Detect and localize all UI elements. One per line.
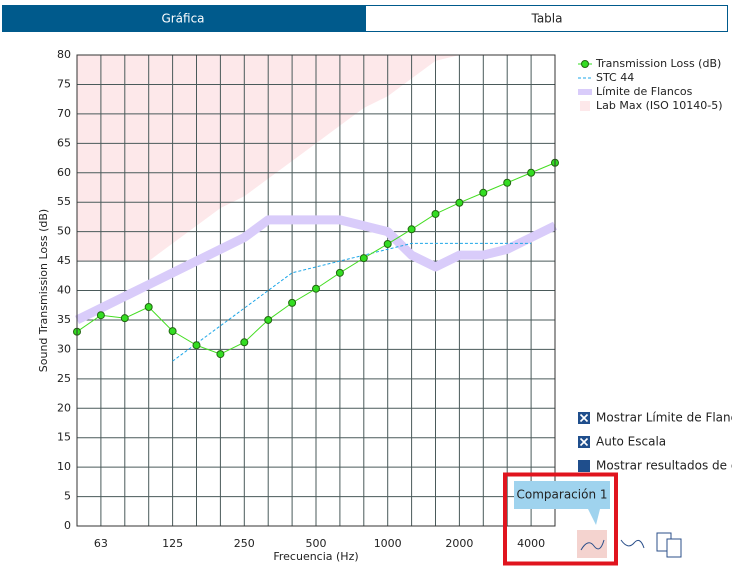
line (172, 242, 532, 362)
option-label[interactable]: Mostrar Límite de Flancos (596, 411, 732, 425)
marker (431, 209, 440, 218)
marker (264, 315, 273, 324)
option-label[interactable]: Mostrar resultados de ca (596, 459, 732, 473)
tooltip (514, 481, 610, 509)
plot-border (76, 54, 556, 527)
checkbox[interactable] (578, 460, 590, 472)
tab-label[interactable]: Tabla (530, 12, 562, 26)
tab-tabla[interactable] (365, 5, 728, 32)
tab-label[interactable]: Gráfica (161, 12, 204, 26)
y-tick-label: 20 (57, 401, 71, 414)
marker (168, 327, 177, 336)
legend-label: Transmission Loss (dB) (595, 57, 721, 70)
marker (312, 284, 320, 293)
y-tick-label: 50 (57, 225, 71, 238)
marker (359, 254, 368, 263)
marker (383, 239, 392, 248)
view-button[interactable] (620, 539, 645, 549)
marker (407, 225, 416, 234)
tooltip-text: Comparación 1 (517, 488, 608, 502)
y-tick-label: 25 (57, 372, 71, 385)
y-tick-label: 15 (57, 431, 71, 444)
option-label[interactable]: Auto Escala (596, 435, 666, 449)
marker (335, 268, 344, 277)
marker (455, 198, 464, 207)
icon (580, 539, 605, 551)
tab-grafica[interactable] (2, 5, 365, 32)
marker (479, 188, 488, 197)
band-line (75, 215, 557, 324)
y-tick-label: 65 (57, 136, 71, 149)
x-tick-label: 500 (306, 537, 327, 550)
marker (240, 338, 249, 347)
legend-marker (581, 60, 589, 68)
marker (120, 314, 129, 323)
x-axis-label: Frecuencia (Hz) (273, 550, 358, 563)
y-tick-label: 60 (57, 166, 71, 179)
y-tick-label: 70 (57, 107, 71, 120)
marker (216, 350, 225, 359)
check-mark (579, 413, 589, 423)
legend-label: Lab Max (ISO 10140-5) (596, 99, 723, 112)
y-tick-label: 45 (57, 254, 71, 267)
x-tick-label: 2000 (445, 537, 473, 550)
y-tick-label: 30 (57, 342, 71, 355)
x-tick-label: 4000 (517, 537, 545, 550)
y-tick-label: 80 (57, 48, 71, 61)
y-tick-label: 55 (57, 195, 71, 208)
y-tick-label: 35 (57, 313, 71, 326)
y-tick-label: 5 (64, 490, 71, 503)
y-tick-label: 40 (57, 284, 71, 297)
x-tick-label: 63 (94, 537, 108, 550)
marker (96, 311, 105, 320)
icon (666, 538, 682, 558)
marker (527, 168, 536, 177)
tooltip-pointer (588, 509, 600, 525)
marker (503, 178, 512, 187)
marker (192, 341, 201, 350)
check-mark (579, 437, 589, 447)
highlight-box (503, 472, 618, 566)
legend-label: Límite de Flancos (596, 85, 693, 98)
y-axis-label: Sound Transmission Loss (dB) (37, 209, 50, 372)
x-tick-label: 1000 (374, 537, 402, 550)
y-tick-label: 10 (57, 460, 71, 473)
x-tick-label: 125 (162, 537, 183, 550)
y-tick-label: 0 (64, 519, 71, 532)
x-tick-label: 250 (234, 537, 255, 550)
legend-label: STC 44 (596, 71, 634, 84)
legend-swatch (580, 101, 590, 111)
y-tick-label: 75 (57, 77, 71, 90)
marker (288, 298, 297, 307)
marker (144, 302, 153, 311)
